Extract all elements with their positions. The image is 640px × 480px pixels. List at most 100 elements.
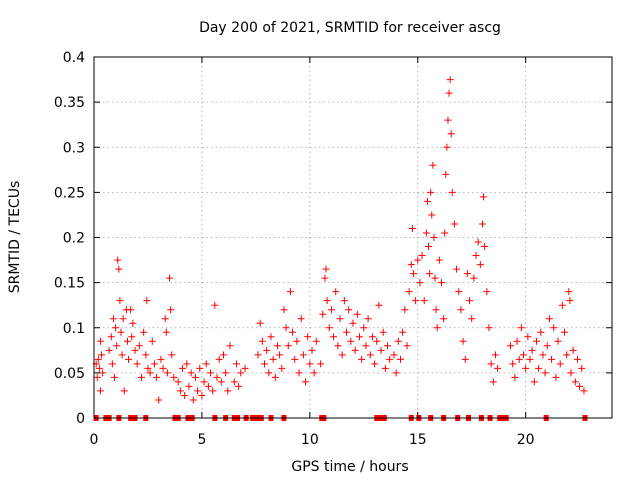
data-point (399, 328, 407, 336)
data-point (109, 315, 117, 323)
data-point (474, 238, 482, 246)
data-point (556, 360, 564, 368)
data-point (425, 243, 433, 251)
data-point (371, 360, 379, 368)
data-point (429, 161, 437, 169)
data-point (293, 337, 301, 345)
data-point (133, 360, 141, 368)
data-point (487, 360, 495, 368)
y-tick-label: 0.05 (54, 366, 85, 382)
data-point (276, 351, 284, 359)
data-point (481, 243, 489, 251)
data-point (407, 261, 415, 269)
data-point (96, 337, 104, 345)
data-point (94, 355, 102, 363)
data-point (373, 337, 381, 345)
data-point (530, 378, 538, 386)
data-point (489, 378, 497, 386)
data-point (476, 261, 484, 269)
data-point (286, 288, 294, 296)
data-point (459, 337, 467, 345)
data-point (377, 346, 385, 354)
data-point (408, 224, 416, 232)
data-point (317, 360, 325, 368)
data-point (168, 351, 176, 359)
data-point (299, 351, 307, 359)
data-point (267, 333, 275, 341)
data-point (414, 256, 422, 264)
data-point (548, 355, 556, 363)
data-point (468, 315, 476, 323)
data-point (297, 315, 305, 323)
data-point (409, 270, 417, 278)
data-point (295, 369, 303, 377)
data-point (215, 355, 223, 363)
chart-title: Day 200 of 2021, SRMTID for receiver asc… (199, 20, 501, 36)
data-point (150, 360, 158, 368)
data-point (189, 396, 197, 404)
data-point (566, 297, 574, 305)
data-point (345, 306, 353, 314)
data-point (196, 364, 204, 372)
data-point (441, 229, 449, 237)
data-point (375, 301, 383, 309)
data-point (507, 342, 515, 350)
data-point (528, 346, 536, 354)
y-tick-label: 0 (76, 411, 85, 427)
data-point (360, 324, 368, 332)
data-point (204, 382, 212, 390)
x-tick-label: 15 (409, 432, 427, 448)
data-point (148, 337, 156, 345)
data-point (576, 382, 584, 390)
data-point (567, 369, 575, 377)
data-point (304, 333, 312, 341)
data-point (235, 382, 243, 390)
data-point (440, 315, 448, 323)
data-point (116, 297, 124, 305)
data-point (543, 342, 551, 350)
data-point (472, 252, 480, 260)
data-point (427, 188, 435, 196)
data-point (115, 265, 123, 273)
data-point (241, 364, 249, 372)
data-point (207, 369, 215, 377)
data-point (330, 333, 338, 341)
x-tick-label: 0 (90, 432, 99, 448)
data-point (418, 252, 426, 260)
data-point (95, 364, 103, 372)
data-point (163, 369, 171, 377)
data-point (392, 369, 400, 377)
data-point (355, 333, 363, 341)
y-tick-label: 0.15 (54, 276, 85, 292)
data-point (310, 369, 318, 377)
data-point (261, 360, 269, 368)
data-point (269, 355, 277, 363)
data-point (107, 333, 115, 341)
data-point (321, 274, 329, 282)
data-point (483, 288, 491, 296)
data-point (159, 364, 167, 372)
data-point (258, 337, 266, 345)
data-point (323, 297, 331, 305)
data-point (384, 342, 392, 350)
data-point (444, 116, 452, 124)
data-point (105, 346, 113, 354)
data-point (125, 355, 133, 363)
data-point (226, 342, 234, 350)
data-point (526, 355, 534, 363)
data-point (511, 373, 519, 381)
data-point (224, 387, 232, 395)
data-point (403, 342, 411, 350)
data-points (92, 76, 588, 404)
grid-lines (94, 57, 612, 418)
y-tick-label: 0.1 (63, 321, 85, 337)
data-point (535, 364, 543, 372)
data-point (494, 364, 502, 372)
data-point (211, 301, 219, 309)
data-point (213, 373, 221, 381)
data-point (423, 197, 431, 205)
data-point (181, 391, 189, 399)
data-point (176, 387, 184, 395)
data-point (412, 297, 420, 305)
data-point (362, 342, 370, 350)
